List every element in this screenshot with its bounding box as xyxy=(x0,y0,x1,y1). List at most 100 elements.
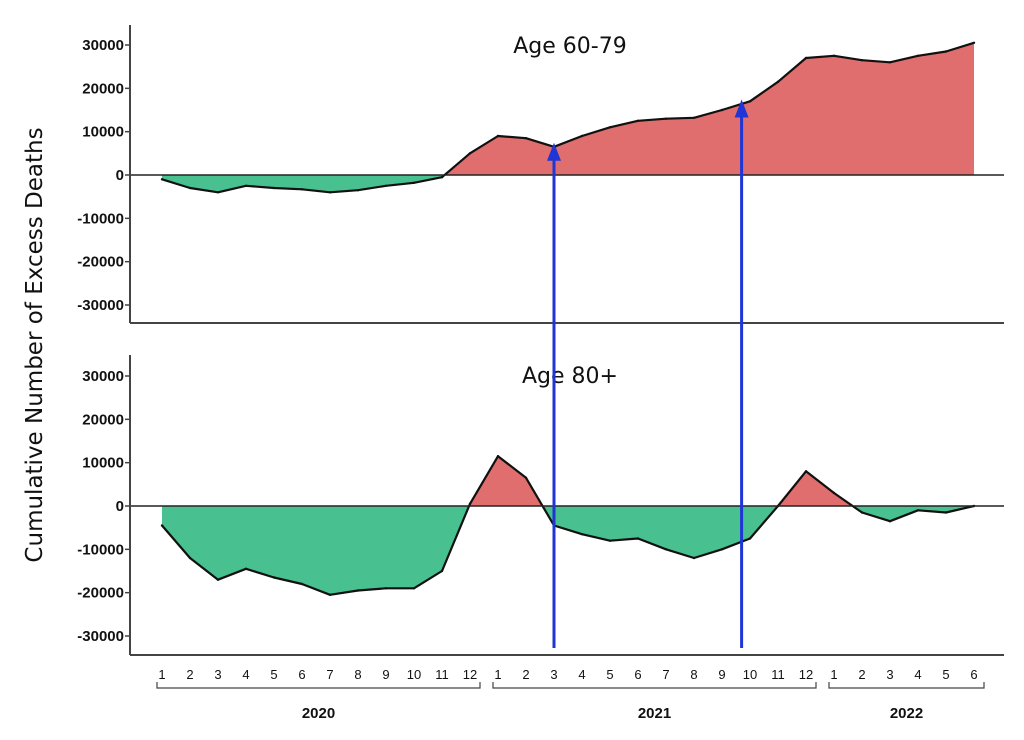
year-label: 2021 xyxy=(638,705,671,722)
deficit-area-age-80-plus-2 xyxy=(542,506,778,558)
data-point-age-60-79 xyxy=(216,191,220,194)
y-tick-label: -30000 xyxy=(77,297,124,314)
data-point-age-60-79 xyxy=(972,41,976,44)
y-tick-label: -20000 xyxy=(77,585,124,602)
panel-title-age-60-79: Age 60-79 xyxy=(513,34,626,59)
data-point-age-60-79 xyxy=(440,176,444,179)
x-tick-label: 9 xyxy=(382,667,389,682)
data-point-age-80-plus xyxy=(804,470,808,473)
x-tick-label: 4 xyxy=(242,667,249,682)
deficit-area-age-80-plus-0 xyxy=(162,506,470,595)
y-tick-label: 0 xyxy=(116,167,124,184)
x-tick-label: 7 xyxy=(662,667,669,682)
data-point-age-80-plus xyxy=(692,556,696,560)
x-tick-label: 2 xyxy=(858,667,865,682)
data-point-age-60-79 xyxy=(384,184,388,187)
y-tick-label: 10000 xyxy=(82,124,124,141)
x-tick-label: 8 xyxy=(690,667,697,682)
y-tick-label: 30000 xyxy=(82,37,124,54)
data-point-age-80-plus xyxy=(188,556,192,560)
x-tick-label: 8 xyxy=(354,667,361,682)
data-point-age-80-plus xyxy=(328,593,332,596)
data-point-age-60-79 xyxy=(524,137,528,140)
data-point-age-80-plus xyxy=(468,502,472,505)
x-tick-label: 5 xyxy=(606,667,613,682)
x-tick-label: 4 xyxy=(914,667,921,682)
data-point-age-60-79 xyxy=(608,126,612,129)
year-label: 2020 xyxy=(302,705,335,722)
data-point-age-80-plus xyxy=(440,569,444,573)
x-tick-label: 11 xyxy=(771,667,785,682)
data-point-age-80-plus xyxy=(356,589,360,592)
series-line-age-60-79 xyxy=(161,41,975,194)
data-point-age-80-plus xyxy=(860,511,864,514)
x-tick-label: 12 xyxy=(799,667,813,682)
data-point-age-80-plus xyxy=(580,533,584,536)
x-tick-label: 1 xyxy=(494,667,501,682)
data-point-age-80-plus xyxy=(244,567,248,570)
data-point-age-60-79 xyxy=(244,184,248,187)
series-line-age-80-plus xyxy=(161,455,975,596)
data-point-age-60-79 xyxy=(776,80,780,84)
data-point-age-60-79 xyxy=(692,116,696,120)
data-point-age-60-79 xyxy=(300,188,304,191)
x-tick-label: 11 xyxy=(435,667,449,682)
x-tick-label: 10 xyxy=(407,667,421,682)
data-point-age-80-plus xyxy=(636,537,640,540)
x-tick-label: 2 xyxy=(186,667,193,682)
y-tick-label: 20000 xyxy=(82,411,124,428)
data-point-age-60-79 xyxy=(944,50,948,53)
data-point-age-80-plus xyxy=(384,587,388,590)
x-tick-label: 10 xyxy=(743,667,757,682)
data-point-age-60-79 xyxy=(468,152,472,155)
y-tick-label: 0 xyxy=(116,498,124,515)
data-point-age-80-plus xyxy=(216,578,220,581)
y-tick-label: -30000 xyxy=(77,628,124,645)
deficit-area-age-80-plus-4 xyxy=(852,506,974,522)
excess-area-age-60-79-1 xyxy=(444,42,974,175)
x-tick-label: 1 xyxy=(830,667,837,682)
annotation-arrows xyxy=(547,99,749,648)
panel-age-60-79: 30000 20000 10000 0 -10000 -20000 -30000 Age 60… xyxy=(77,25,1004,324)
y-axis-label: Cumulative Number of Excess Deaths xyxy=(22,127,48,562)
data-point-age-60-79 xyxy=(888,61,892,64)
x-tick-label: 9 xyxy=(718,667,725,682)
x-tick-label: 4 xyxy=(578,667,585,682)
y-tick-label: -10000 xyxy=(77,541,124,558)
data-point-age-80-plus xyxy=(160,524,164,527)
data-point-age-60-79 xyxy=(160,178,164,181)
data-point-age-80-plus xyxy=(524,476,528,479)
data-point-age-60-79 xyxy=(328,191,332,194)
data-point-age-60-79 xyxy=(188,186,192,190)
data-point-age-80-plus xyxy=(608,539,612,542)
x-axis: 1 2 3 4 5 6 7 8 9 10 11 12 1 2 3 4 5 6 7 8 9 10 11 12 1 2 3 4 5 62020… xyxy=(156,667,985,722)
year-label: 2022 xyxy=(890,705,923,722)
y-tick-label: 30000 xyxy=(82,368,124,385)
x-tick-label: 12 xyxy=(463,667,477,682)
data-point-age-60-79 xyxy=(636,119,640,123)
data-point-age-80-plus xyxy=(496,455,500,458)
y-tick-label: -20000 xyxy=(77,254,124,271)
data-point-age-60-79 xyxy=(272,186,276,190)
x-tick-label: 1 xyxy=(158,667,165,682)
x-tick-label: 3 xyxy=(550,667,557,682)
y-tick-label: -10000 xyxy=(77,210,124,227)
year-bracket xyxy=(492,682,817,689)
arrow-head xyxy=(547,142,561,161)
data-point-age-60-79 xyxy=(916,54,920,57)
data-point-age-80-plus xyxy=(272,576,276,579)
data-point-age-80-plus xyxy=(916,509,920,512)
data-point-age-80-plus xyxy=(748,537,752,540)
year-bracket xyxy=(828,682,985,689)
data-point-age-80-plus xyxy=(944,511,948,514)
data-point-age-80-plus xyxy=(664,548,668,551)
panel-age-80-plus: 30000 20000 10000 0 -10000 -20000 -30000 Age 80… xyxy=(77,355,1004,656)
data-point-age-80-plus xyxy=(300,582,304,586)
y-tick-label: 10000 xyxy=(82,455,124,472)
panel-title-age-80-plus: Age 80+ xyxy=(522,364,618,389)
data-point-age-60-79 xyxy=(832,54,836,57)
x-tick-label: 7 xyxy=(326,667,333,682)
arrow-head xyxy=(734,99,749,118)
x-tick-label: 2 xyxy=(522,667,529,682)
x-tick-label: 6 xyxy=(970,667,977,682)
